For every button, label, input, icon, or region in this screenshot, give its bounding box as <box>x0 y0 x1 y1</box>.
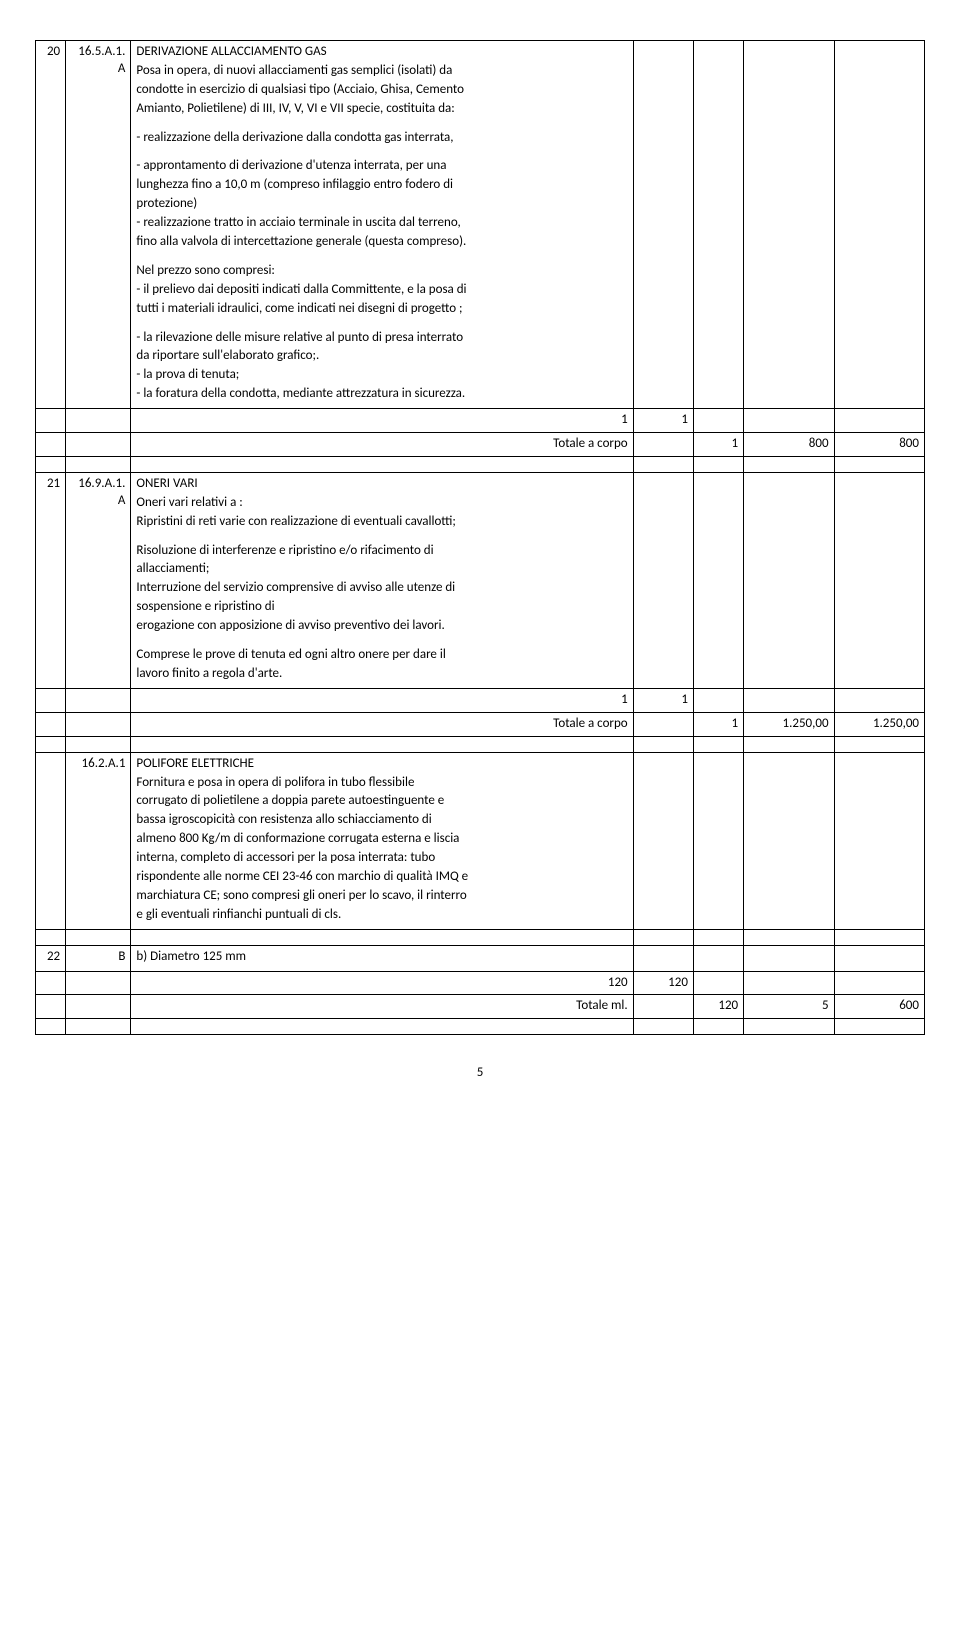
description-cell: POLIFORE ELETTRICHEFornitura e posa in o… <box>131 752 633 929</box>
item-row: 2116.9.A.1.AONERI VARIOneri vari relativ… <box>36 472 925 688</box>
qty-row: 11 <box>36 688 925 712</box>
spacer-row <box>36 736 925 752</box>
spacer-row <box>36 456 925 472</box>
description-cell: ONERI VARIOneri vari relativi a :Riprist… <box>131 472 633 688</box>
qty-row: 120120 <box>36 971 925 995</box>
spacer-row <box>36 929 925 945</box>
total-row: Totale a corpo11.250,001.250,00 <box>36 712 925 736</box>
estimate-table: 2016.5.A.1.ADERIVAZIONE ALLACCIAMENTO GA… <box>35 40 925 1035</box>
total-row: Totale a corpo1800800 <box>36 433 925 457</box>
total-row: Totale ml.1205600 <box>36 995 925 1019</box>
description-cell: DERIVAZIONE ALLACCIAMENTO GASPosa in ope… <box>131 41 633 409</box>
page-number: 5 <box>35 1065 925 1080</box>
item-row: 2016.5.A.1.ADERIVAZIONE ALLACCIAMENTO GA… <box>36 41 925 409</box>
qty-row: 11 <box>36 409 925 433</box>
item-row: 22Bb) Diametro 125 mm <box>36 945 925 971</box>
description-cell: b) Diametro 125 mm <box>131 945 633 971</box>
item-row: 16.2.A.1POLIFORE ELETTRICHEFornitura e p… <box>36 752 925 929</box>
spacer-row <box>36 1019 925 1035</box>
